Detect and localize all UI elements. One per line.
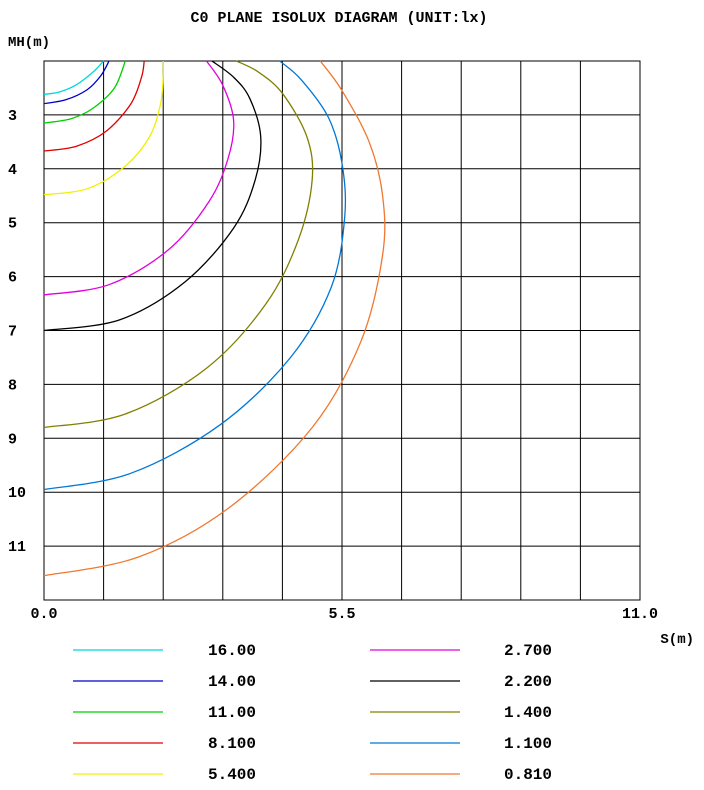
legend-label: 16.00: [208, 642, 256, 660]
isolux-curve-2.200: [43, 60, 262, 332]
legend-label: 1.100: [504, 735, 552, 753]
isolux-curve-8.100: [43, 60, 145, 152]
isolux-curve-16.00: [43, 60, 105, 96]
legend: 16.00 14.00 11.00 8.100 5.400 2.700 2.200 1.400…: [73, 642, 552, 784]
isolux-curve-0.810: [43, 60, 386, 577]
isolux-curve-14.00: [43, 60, 110, 105]
isolux-curve-1.400: [43, 60, 314, 429]
y-tick-labels: 3 4 5 6 7 8 9 10 11: [8, 108, 26, 556]
legend-label: 14.00: [208, 673, 256, 691]
isolux-curve-5.400: [43, 60, 165, 196]
y-tick-label: 5: [8, 216, 17, 233]
isolux-curve-1.100: [43, 60, 347, 491]
y-tick-label: 7: [8, 324, 17, 341]
x-tick-label: 0.0: [30, 606, 57, 623]
chart-title: C0 PLANE ISOLUX DIAGRAM (UNIT:lx): [190, 10, 487, 27]
x-axis-label: S(m): [660, 632, 694, 648]
legend-label: 11.00: [208, 704, 256, 722]
isolux-curve-2.700: [43, 60, 235, 296]
y-tick-label: 11: [8, 539, 26, 556]
y-tick-label: 9: [8, 431, 17, 448]
isolux-curve-11.00: [43, 60, 126, 124]
legend-label: 2.200: [504, 673, 552, 691]
legend-label: 5.400: [208, 766, 256, 784]
y-tick-label: 8: [8, 377, 17, 394]
y-axis-label: MH(m): [8, 35, 50, 51]
legend-label: 0.810: [504, 766, 552, 784]
legend-label: 1.400: [504, 704, 552, 722]
legend-label: 8.100: [208, 735, 256, 753]
isolux-curves: [43, 60, 386, 577]
x-tick-label: 5.5: [328, 606, 355, 623]
legend-label: 2.700: [504, 642, 552, 660]
y-tick-label: 3: [8, 108, 17, 125]
y-tick-label: 10: [8, 485, 26, 502]
x-tick-label: 11.0: [622, 606, 658, 623]
y-tick-label: 4: [8, 162, 17, 179]
x-tick-labels: 0.0 5.5 11.0: [30, 606, 658, 623]
grid-lines: [43, 60, 641, 601]
y-tick-label: 6: [8, 270, 17, 287]
